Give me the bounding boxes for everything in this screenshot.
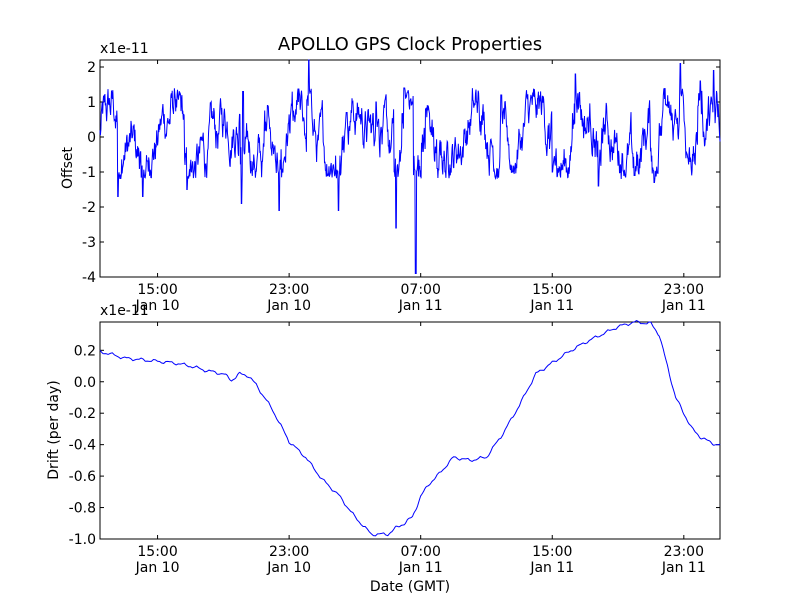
offset-x-tick-time: 15:00 (532, 282, 572, 298)
drift-x-tick-time: 23:00 (664, 544, 704, 560)
offset-y-tick-label: -4 (82, 270, 96, 286)
drift-x-tick-date: Jan 10 (135, 560, 180, 576)
drift-series-line (99, 320, 721, 537)
offset-multiplier: x1e-11 (100, 41, 149, 57)
drift-y-tick-label: -0.6 (69, 469, 96, 485)
drift-plot-frame (99, 321, 721, 540)
drift-x-tick-time: 15:00 (532, 544, 572, 560)
drift-y-axis-label: Drift (per day) (46, 380, 62, 479)
offset-y-axis-label: Offset (60, 146, 76, 189)
offset-y-tick-label: 1 (87, 95, 96, 111)
offset-x-tick-date: Jan 10 (266, 298, 311, 314)
chart-title: APOLLO GPS Clock Properties (278, 34, 542, 55)
offset-y-tick-label: 0 (87, 130, 96, 146)
drift-y-tick-label: -0.4 (69, 438, 96, 454)
drift-x-axis-label: Date (GMT) (370, 579, 450, 595)
offset-x-tick-time: 23:00 (269, 282, 309, 298)
drift-y-tick-label: 0.2 (74, 343, 96, 359)
offset-y-tick-label: -3 (82, 235, 96, 251)
offset-plot-frame (99, 59, 721, 278)
drift-x-tick-date: Jan 11 (529, 560, 574, 576)
drift-x-tick-date: Jan 10 (266, 560, 311, 576)
drift-x-tick-date: Jan 11 (661, 560, 706, 576)
offset-x-tick-date: Jan 11 (529, 298, 574, 314)
drift-x-tick-date: Jan 11 (398, 560, 443, 576)
drift-x-tick-time: 15:00 (137, 544, 177, 560)
offset-series-line (99, 59, 721, 274)
drift-y-tick-label: -0.2 (69, 406, 96, 422)
offset-y-tick-label: 2 (87, 60, 96, 76)
drift-panel: x1e-11 Drift (per day) Date (GMT) 0.2 0.0… (46, 303, 721, 595)
offset-x-tick-time: 07:00 (401, 282, 441, 298)
drift-y-tick-label: 0.0 (74, 375, 96, 391)
offset-y-tick-label: -2 (82, 200, 96, 216)
offset-x-tick-time: 23:00 (664, 282, 704, 298)
drift-y-tick-label: -1.0 (69, 532, 96, 548)
offset-y-ticks: 2 1 0 -1 -2 -3 -4 (82, 60, 720, 286)
drift-x-tick-time: 07:00 (401, 544, 441, 560)
drift-y-tick-label: -0.8 (69, 501, 96, 517)
drift-multiplier: x1e-11 (100, 303, 149, 319)
offset-x-tick-date: Jan 10 (135, 298, 180, 314)
drift-y-ticks: 0.2 0.0 -0.2 -0.4 -0.6 -0.8 -1.0 (69, 343, 720, 548)
offset-x-tick-date: Jan 11 (661, 298, 706, 314)
offset-x-tick-date: Jan 11 (398, 298, 443, 314)
offset-y-tick-label: -1 (82, 165, 96, 181)
offset-x-tick-time: 15:00 (137, 282, 177, 298)
drift-x-tick-time: 23:00 (269, 544, 309, 560)
